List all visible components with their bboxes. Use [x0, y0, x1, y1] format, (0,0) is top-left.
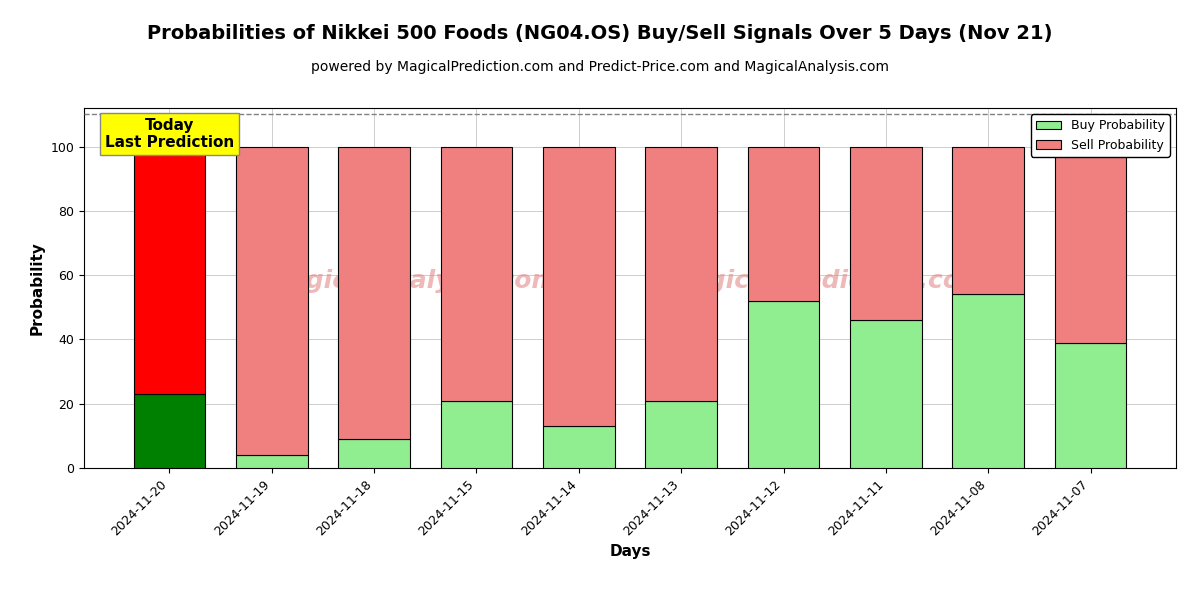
Bar — [850, 320, 922, 468]
Text: powered by MagicalPrediction.com and Predict-Price.com and MagicalAnalysis.com: powered by MagicalPrediction.com and Pre… — [311, 60, 889, 74]
Bar — [440, 401, 512, 468]
Text: Today
Last Prediction: Today Last Prediction — [104, 118, 234, 150]
Bar — [953, 295, 1024, 468]
Bar — [236, 146, 307, 455]
Bar — [953, 146, 1024, 295]
Bar — [133, 146, 205, 394]
Bar — [133, 394, 205, 468]
Bar — [338, 439, 410, 468]
X-axis label: Days: Days — [610, 544, 650, 559]
Bar — [1055, 146, 1127, 343]
Bar — [1055, 343, 1127, 468]
Legend: Buy Probability, Sell Probability: Buy Probability, Sell Probability — [1031, 114, 1170, 157]
Bar — [748, 301, 820, 468]
Text: MagicalAnalysis.com: MagicalAnalysis.com — [265, 269, 558, 293]
Bar — [338, 146, 410, 439]
Text: Probabilities of Nikkei 500 Foods (NG04.OS) Buy/Sell Signals Over 5 Days (Nov 21: Probabilities of Nikkei 500 Foods (NG04.… — [148, 24, 1052, 43]
Bar — [646, 146, 716, 401]
Bar — [646, 401, 716, 468]
Bar — [236, 455, 307, 468]
Bar — [850, 146, 922, 320]
Bar — [544, 426, 614, 468]
Text: MagicalPrediction.com: MagicalPrediction.com — [666, 269, 986, 293]
Bar — [544, 146, 614, 426]
Bar — [748, 146, 820, 301]
Y-axis label: Probability: Probability — [30, 241, 44, 335]
Bar — [440, 146, 512, 401]
